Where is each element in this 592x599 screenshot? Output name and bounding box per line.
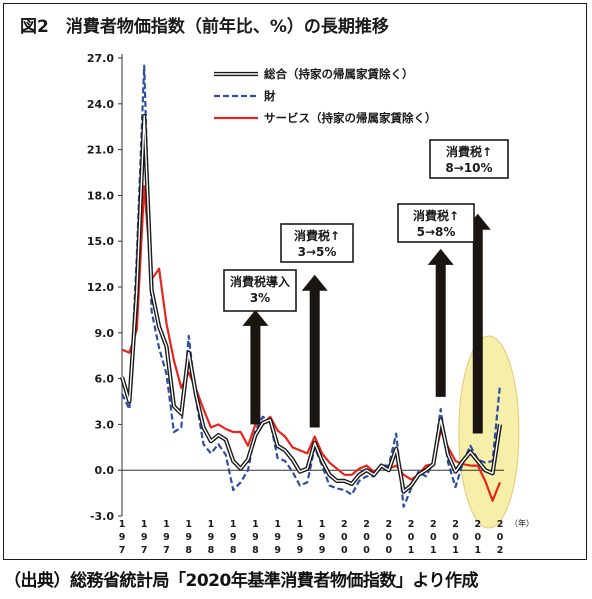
- annotation-frame: [397, 203, 475, 243]
- y-tick-label: 3.0: [95, 418, 115, 431]
- y-tick-label: 12.0: [87, 281, 114, 294]
- highlight-ellipse: [458, 335, 520, 529]
- x-tick-label: 1995: [297, 519, 304, 560]
- annotation-line1: 消費税↑: [413, 208, 459, 223]
- x-tick-label: 2019: [474, 519, 481, 560]
- tax-hike-arrow: [242, 309, 269, 425]
- annotation-line1: 消費税↑: [446, 144, 492, 159]
- annotation-line2: 3→5%: [298, 245, 337, 259]
- chart-title: 図2 消費者物価指数（前年比、%）の長期推移: [20, 16, 389, 37]
- tax-annotation-box: 消費税↑ 3→5%: [280, 223, 354, 263]
- tax-annotation-box: 消費税↑ 5→8%: [397, 203, 475, 243]
- x-tick-label: 1998: [319, 519, 326, 560]
- legend-goods-label: 財: [263, 89, 276, 103]
- x-tick-label: 1977: [163, 519, 170, 560]
- x-tick-label: 1980: [185, 519, 192, 560]
- y-tick-label: 9.0: [95, 327, 115, 340]
- y-tick-label: 27.0: [87, 52, 114, 65]
- y-tick-label: 15.0: [87, 235, 114, 248]
- y-tick-label: 21.0: [87, 144, 114, 157]
- legend-total-label: 総合（持家の帰属家賃除く）: [264, 67, 414, 81]
- annotation-line2: 8→10%: [445, 161, 492, 175]
- series-lines: [119, 64, 503, 508]
- y-tick-label: 6.0: [95, 373, 115, 386]
- x-tick-label: 1986: [230, 519, 237, 560]
- x-tick-label: 2022: [497, 519, 504, 560]
- cpi-line-chart: 図2 消費者物価指数（前年比、%）の長期推移 27.0 24.0 21.0 18.0 1…: [20, 16, 534, 560]
- annotation-frame: [223, 269, 297, 312]
- series-total-line-inner: [121, 115, 501, 493]
- annotation-frame: [429, 139, 509, 179]
- annotation-line2: 5→8%: [417, 225, 456, 239]
- x-tick-label: 2007: [386, 519, 393, 560]
- axes: 27.0 24.0 21.0 18.0 15.0 12.0 9.0 6.0 3.0 0.0 -3.0…: [87, 52, 534, 560]
- tax-hike-arrow: [427, 248, 454, 397]
- legend-services-label: サービス（持家の帰属家賃除く）: [264, 111, 437, 125]
- tax-hike-arrow: [464, 213, 491, 434]
- x-tick-label: 2016: [452, 519, 459, 560]
- figure-frame: [3, 3, 587, 560]
- annotation-line1: 消費税導入: [230, 274, 290, 289]
- tax-arrows: [242, 213, 491, 434]
- annotation-line2: 3%: [250, 291, 270, 305]
- y-tick-label: 24.0: [87, 98, 114, 111]
- x-tick-label: 1983: [208, 519, 215, 560]
- x-tick-label: 1974: [141, 519, 148, 560]
- x-tick-label: 2001: [341, 519, 348, 560]
- tax-annotation-box: 消費税↑ 8→10%: [429, 139, 509, 179]
- x-tick-label: 1989: [252, 519, 259, 560]
- y-tick-label: -3.0: [90, 510, 114, 523]
- y-tick-label: 18.0: [87, 189, 114, 202]
- tax-hike-arrow: [301, 274, 328, 428]
- y-tick-label: 0.0: [95, 464, 115, 477]
- x-tick-label: 2013: [430, 519, 437, 560]
- annotation-frame: [280, 223, 354, 263]
- x-tick-label: 2004: [363, 519, 370, 560]
- tax-annotation-box: 消費税導入 3%: [223, 269, 297, 312]
- annotation-line1: 消費税↑: [294, 228, 340, 243]
- tax-annotations: 消費税導入 3% 消費税↑ 3→5% 消費税↑ 5→8% 消費税↑ 8→10%: [223, 139, 509, 312]
- x-axis-unit: （年）: [510, 518, 534, 528]
- source-note: （出典）総務省統計局「2020年基準消費者物価指数」より作成: [4, 571, 478, 591]
- recent-period-highlight: [458, 335, 520, 529]
- x-tick-label: 2010: [408, 519, 415, 560]
